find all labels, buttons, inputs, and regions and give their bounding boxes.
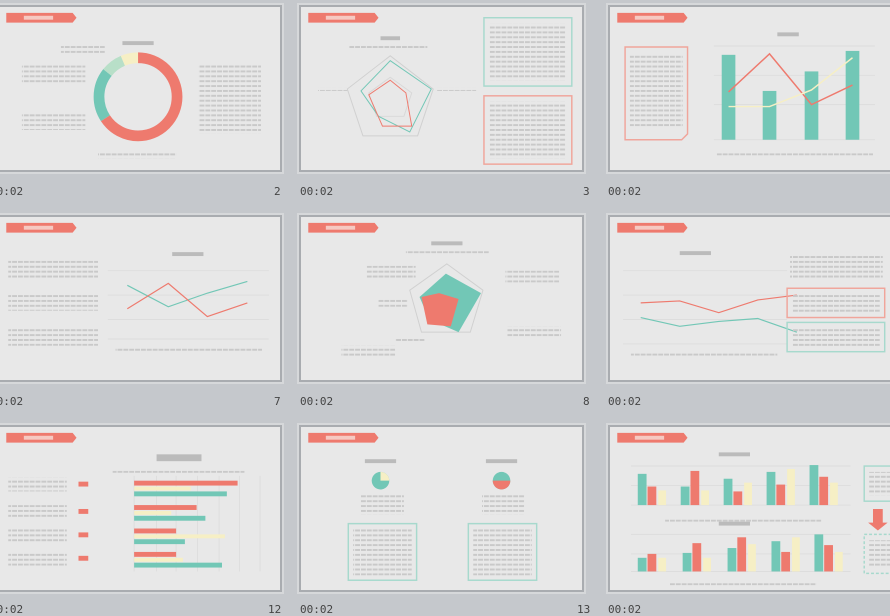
slide-thumbnail-13[interactable] — [299, 425, 584, 592]
horizontal-bar-slide — [6, 432, 261, 572]
slide-thumbnail-12[interactable] — [0, 425, 282, 592]
slide-thumbnail-7[interactable] — [0, 215, 282, 382]
slide-number: 7 — [274, 395, 281, 408]
slide-thumbnail-8[interactable] — [299, 215, 584, 382]
slide-thumbnail-3[interactable] — [299, 5, 584, 172]
filled-radar-slide — [308, 222, 562, 358]
slide-timing: 00:02 — [0, 185, 24, 198]
donut-chart-slide — [6, 12, 262, 159]
grouped-bar-slide — [617, 432, 890, 588]
slide-number: 8 — [583, 395, 590, 408]
slide-timing: 00:02 — [300, 395, 334, 408]
lines-with-notes-slide — [617, 222, 886, 356]
slide-timing: 00:02 — [300, 185, 334, 198]
line-chart-slide — [6, 222, 269, 352]
slide-timing: 00:02 — [608, 395, 642, 408]
slide-number: 3 — [583, 185, 590, 198]
bar-line-chart-slide — [617, 12, 875, 156]
slide-thumbnail-2[interactable] — [0, 5, 282, 172]
slide-thumbnail-4[interactable] — [608, 5, 890, 172]
radar-chart-slide — [308, 12, 573, 165]
slide-number: 2 — [274, 185, 281, 198]
slide-timing: 00:02 — [0, 395, 24, 408]
slide-thumbnail-14[interactable] — [608, 425, 890, 592]
slide-thumbnail-9[interactable] — [608, 215, 890, 382]
pie-cards-slide — [308, 432, 538, 581]
slide-timing: 00:02 — [608, 185, 642, 198]
